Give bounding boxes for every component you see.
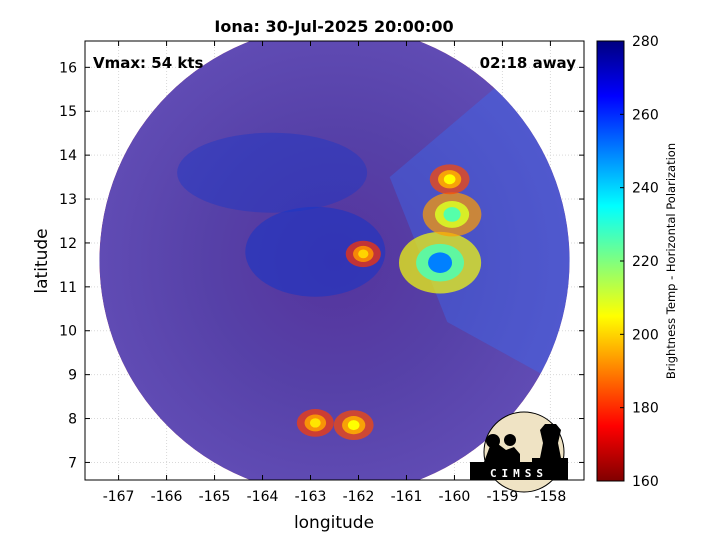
axes-frame — [84, 40, 585, 481]
x-tick-label: -163 — [295, 489, 327, 505]
y-ticks: 7 8 9 10 11 12 13 14 15 16 — [59, 60, 584, 471]
x-ticks: -167 -166 -165 -164 -163 -162 -161 -160 -159 -158 — [103, 41, 567, 505]
y-axis-label: latitude — [32, 228, 52, 293]
x-tick-label: -164 — [247, 489, 279, 505]
feature-core — [347, 420, 360, 431]
x-axis-label: longitude — [294, 513, 374, 533]
colorbar-tick-label: 240 — [632, 181, 659, 197]
colorbar-ticks: 160 180 200 220 240 260 280 — [620, 34, 659, 490]
y-tick-label: 13 — [59, 192, 77, 208]
cimss-logo: CIMSS — [470, 411, 568, 493]
x-tick-label: -165 — [199, 489, 231, 505]
colorbar-tick-label: 260 — [632, 107, 659, 123]
logo-text: CIMSS — [490, 467, 548, 480]
colorbar-tick-label: 200 — [632, 327, 659, 343]
storm-core — [245, 206, 386, 297]
x-tick-label: -166 — [151, 489, 183, 505]
colorbar-tick-label: 180 — [632, 401, 659, 417]
colorbar-tick-label: 160 — [632, 474, 659, 490]
x-tick-label: -167 — [103, 489, 135, 505]
feature-core — [428, 252, 453, 273]
time-away-label: 02:18 away — [480, 54, 577, 72]
feature-core — [443, 207, 461, 222]
logo-silhouette — [470, 424, 568, 480]
convective-features — [296, 164, 482, 441]
y-tick-label: 11 — [59, 280, 77, 296]
y-tick-label: 8 — [68, 412, 77, 428]
colorbar-tick-label: 220 — [632, 254, 659, 270]
colorbar-tick-label: 280 — [632, 34, 659, 50]
y-tick-label: 7 — [68, 455, 77, 471]
x-tick-label: -159 — [487, 489, 519, 505]
y-tick-label: 15 — [59, 104, 77, 120]
feature-core — [358, 249, 369, 259]
y-tick-label: 9 — [68, 368, 77, 384]
colorbar-label: Brightness Temp - Horizontal Polarizatio… — [664, 143, 678, 379]
y-tick-label: 12 — [59, 236, 77, 252]
y-tick-label: 10 — [59, 324, 77, 340]
feature-core — [309, 418, 321, 428]
y-tick-label: 16 — [59, 60, 77, 76]
x-tick-label: -158 — [535, 489, 567, 505]
chart-title: Iona: 30-Jul-2025 20:00:00 — [214, 17, 453, 36]
vmax-label: Vmax: 54 kts — [93, 54, 203, 72]
x-tick-label: -160 — [439, 489, 471, 505]
rainband-north — [177, 132, 368, 213]
y-tick-label: 14 — [59, 148, 77, 164]
logo-dish-1 — [486, 434, 500, 448]
colorbar — [596, 40, 625, 482]
x-tick-label: -161 — [391, 489, 423, 505]
feature-core — [443, 174, 456, 185]
x-tick-label: -162 — [343, 489, 375, 505]
logo-dish-2 — [504, 434, 516, 446]
